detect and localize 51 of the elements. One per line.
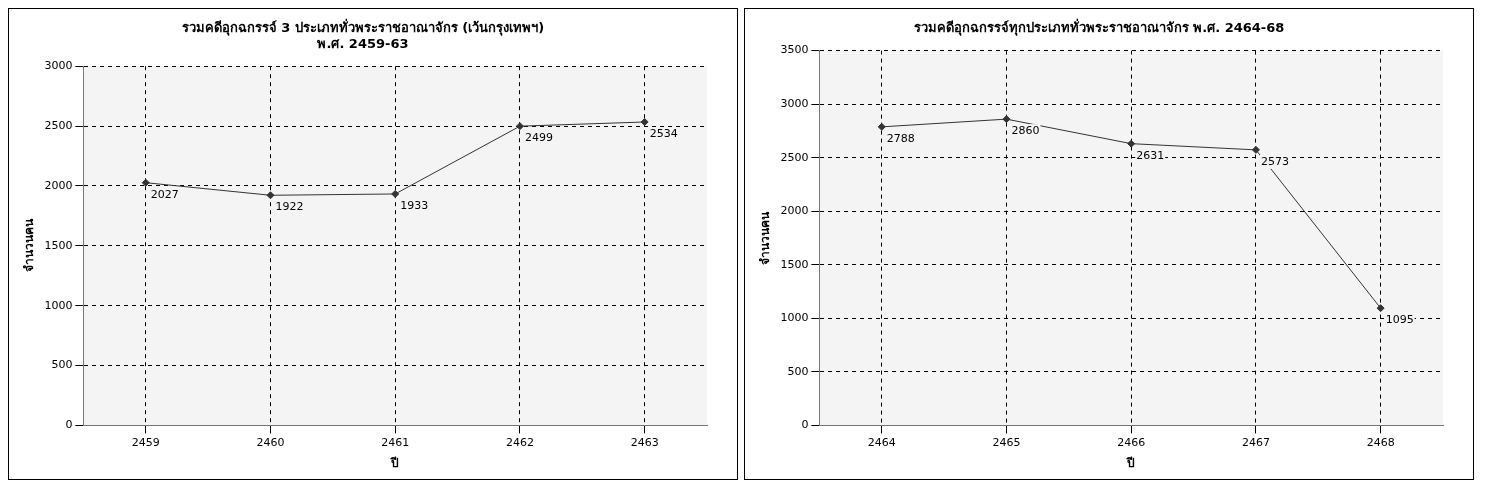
data-label: 2499: [524, 131, 553, 145]
data-label: 1933: [400, 198, 429, 212]
point: [1376, 304, 1385, 313]
point: [1251, 145, 1260, 154]
y-tick-label: 0: [801, 418, 809, 432]
y-tick-label: 2500: [780, 150, 809, 164]
point: [640, 118, 649, 126]
y-tick-label: 1500: [44, 238, 73, 252]
y-tick-label: 500: [51, 358, 73, 372]
x-tick-label: 2463: [630, 435, 659, 449]
point: [391, 189, 400, 198]
y-tick-label: 1000: [780, 311, 809, 325]
data-label: 2027: [150, 187, 179, 201]
x-tick-label: 2459: [131, 435, 160, 449]
chart-title: รวมคดีอุกฉกรรจ์ 3 ประเภททั่วพระราชอาณาจักร (เว้นกรุงเทพฯ) พ.ศ. 2459-63: [181, 18, 545, 51]
x-axis-title: ปี: [1126, 455, 1136, 470]
point: [141, 178, 150, 187]
x-tick-label: 2467: [1241, 435, 1270, 449]
x-tick-label: 2460: [256, 435, 285, 449]
point: [266, 191, 275, 200]
y-axis-title: จำนวนคน: [758, 210, 773, 265]
point: [1002, 115, 1011, 124]
data-label: 2534: [649, 126, 678, 140]
data-label: 1095: [1385, 313, 1414, 326]
data-label: 2788: [886, 131, 915, 145]
point: [515, 122, 524, 131]
data-label: 2631: [1136, 148, 1165, 162]
y-tick-label: 3000: [780, 97, 809, 110]
x-tick-label: 2468: [1366, 435, 1395, 449]
x-axis-title: ปี: [390, 455, 400, 470]
y-tick-label: 500: [787, 364, 809, 378]
x-tick-label: 2464: [867, 435, 896, 449]
y-tick-label: 2000: [780, 204, 809, 218]
point: [877, 122, 886, 131]
y-tick-label: 3000: [44, 59, 73, 73]
y-tick-label: 3500: [780, 43, 809, 57]
data-label: 2573: [1260, 154, 1289, 168]
y-axis-title: จำนวนคน: [22, 218, 37, 273]
data-label: 1922: [275, 200, 304, 214]
data-label: 2860: [1011, 123, 1040, 137]
y-tick-label: 1500: [780, 257, 809, 271]
y-tick-label: 0: [65, 418, 73, 432]
x-tick-label: 2462: [505, 435, 534, 449]
point: [1127, 139, 1136, 148]
x-tick-label: 2465: [992, 435, 1021, 449]
y-tick-label: 2000: [44, 178, 73, 192]
x-tick-label: 2466: [1117, 435, 1146, 449]
y-tick-label: 1000: [44, 298, 73, 312]
x-tick-label: 2461: [381, 435, 410, 449]
y-tick-label: 2500: [44, 118, 73, 132]
chart-title: รวมคดีอุกฉกรรจ์ทุกประเภททั่วพระราชอาณาจักร พ.ศ. 2464-68: [913, 18, 1285, 37]
